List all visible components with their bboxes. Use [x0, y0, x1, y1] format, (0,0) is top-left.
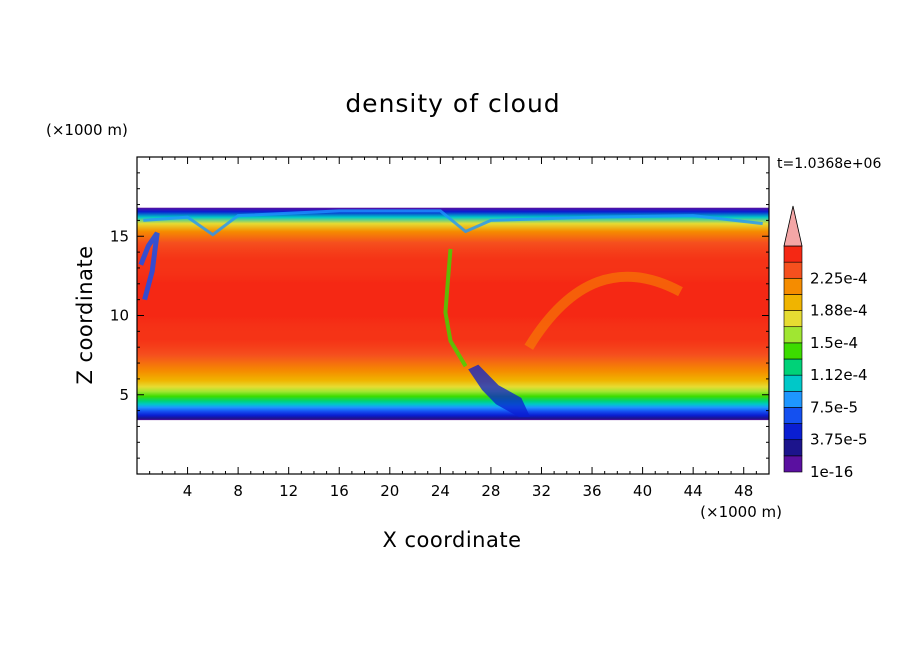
right-arc-feature [524, 271, 683, 350]
colorbar-label: 1.5e-4 [810, 334, 858, 352]
x-tick-label: 12 [279, 482, 298, 500]
colorbar-swatch [783, 277, 803, 295]
colorbar-swatch [783, 374, 803, 392]
chart-title: density of cloud [345, 89, 560, 118]
colorbar-swatch [783, 310, 803, 328]
colorbar-label: 3.75e-5 [810, 431, 868, 449]
x-unit-label: (×1000 m) [700, 503, 782, 521]
colorbar-swatch [783, 423, 803, 441]
x-tick-label: 40 [633, 482, 652, 500]
updraft-mid [443, 248, 468, 368]
y-tick-label: 5 [119, 386, 129, 404]
x-tick-label: 28 [481, 482, 500, 500]
colorbar-swatch [783, 294, 803, 311]
colorbar-label: 7.5e-5 [810, 398, 858, 416]
time-label: t=1.0368e+06 [777, 156, 881, 172]
colorbar-swatch [783, 358, 803, 376]
x-axis: 4 8 12 16 20 24 28 32 36 40 44 48 [149, 157, 757, 500]
x-tick-label: 16 [330, 482, 349, 500]
cloud-top-wave [143, 209, 763, 237]
mid-base-turbulence [468, 364, 531, 417]
colorbar-label: 1.88e-4 [810, 302, 868, 320]
y-axis-title: Z coordinate [73, 245, 97, 384]
x-tick-label: 48 [734, 482, 753, 500]
x-axis-title: X coordinate [382, 528, 521, 552]
y-axis: 5 10 15 [110, 172, 769, 459]
colorbar-swatch [783, 261, 803, 279]
colorbar-swatch [783, 342, 803, 360]
x-tick-label: 44 [684, 482, 703, 500]
plot-field [137, 207, 769, 421]
x-tick-label: 20 [380, 482, 399, 500]
colorbar-label: 2.25e-4 [810, 269, 868, 287]
colorbar-label: 1e-16 [810, 463, 853, 481]
colorbar-swatch [783, 390, 803, 408]
colorbar-swatch [783, 245, 803, 263]
colorbar-extend-triangle [783, 205, 803, 247]
x-tick-label: 32 [532, 482, 551, 500]
colorbar: 2.25e-4 1.88e-4 1.5e-4 1.12e-4 7.5e-5 3.75e-5… [783, 205, 868, 481]
cloud-core [137, 244, 769, 356]
x-tick-label: 24 [431, 482, 450, 500]
x-tick-label: 4 [183, 482, 193, 500]
colorbar-swatch [783, 407, 803, 424]
x-tick-label: 36 [582, 482, 601, 500]
colorbar-label: 1.12e-4 [810, 366, 868, 384]
colorbar-swatch [783, 439, 803, 457]
y-unit-label: (×1000 m) [46, 121, 128, 139]
y-tick-label: 15 [110, 227, 129, 245]
colorbar-swatch [783, 326, 803, 344]
x-tick-label: 8 [233, 482, 243, 500]
updraft-left [138, 231, 160, 301]
colorbar-swatch [783, 455, 803, 473]
y-tick-label: 10 [110, 307, 129, 325]
